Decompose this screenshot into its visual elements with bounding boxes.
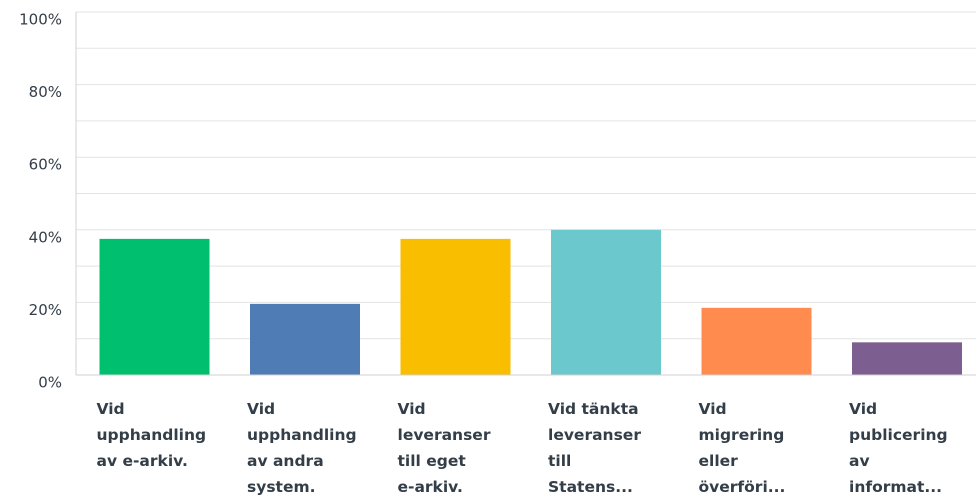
x-tick-label: Vid leveranser till eget e-arkiv. [397,400,491,496]
x-tick-label: Vid tänkta leveranser till Statens... [548,400,641,496]
bar [250,303,360,375]
y-tick-label: 40% [29,228,62,246]
bar [400,238,511,375]
bar [99,238,210,375]
y-tick-label: 20% [29,301,62,319]
y-tick-label: 100% [19,11,62,29]
x-tick-label: Vid upphandling av e-arkiv. [96,400,207,470]
y-tick-label: 60% [29,156,62,174]
x-tick-label: Vid publicering av informat... [849,400,948,496]
bar [701,307,812,375]
y-tick-label: 0% [38,374,62,392]
x-tick-label: Vid upphandling av andra system. [247,400,357,496]
x-tick-label: Vid migrering eller överföri... [698,400,786,496]
y-tick-label: 80% [29,83,62,101]
bar [551,229,661,375]
bar [852,342,962,375]
